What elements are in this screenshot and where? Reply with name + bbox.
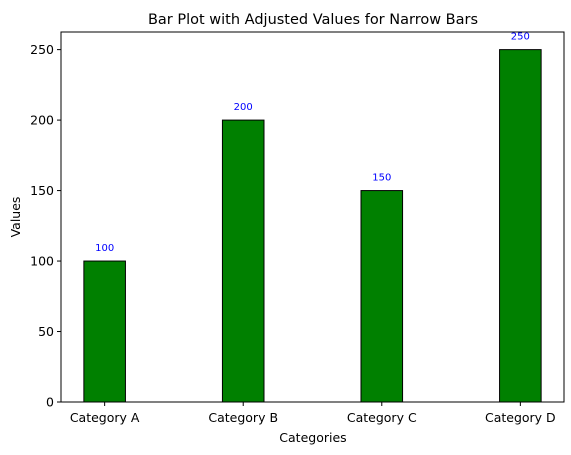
- x-axis-label: Categories: [279, 430, 346, 445]
- data-label: 250: [511, 32, 530, 43]
- x-tick-label: Category C: [347, 410, 417, 425]
- y-axis-label: Values: [8, 197, 23, 238]
- x-tick-label: Category A: [70, 410, 140, 425]
- y-tick-label: 150: [30, 183, 54, 198]
- bar-category-c: [360, 190, 404, 403]
- x-tick-label: Category D: [485, 410, 556, 425]
- y-tick-label: 200: [30, 113, 54, 128]
- x-tick-label: Category B: [208, 410, 278, 425]
- plot-frame: [60, 31, 565, 403]
- y-tick-label: 0: [46, 395, 54, 410]
- data-label: 150: [372, 172, 391, 183]
- bar-category-a: [83, 260, 126, 403]
- y-tick-label: 50: [38, 324, 54, 339]
- data-label: 100: [95, 243, 114, 254]
- y-tick-label: 100: [30, 254, 54, 269]
- y-tick-label: 250: [30, 42, 54, 57]
- plot-area: 100 200 150 250 Category A Category B Category…: [30, 32, 556, 425]
- bar-category-d: [499, 49, 542, 403]
- data-label: 200: [234, 102, 253, 113]
- bar-category-b: [221, 119, 265, 403]
- chart-title: Bar Plot with Adjusted Values for Narrow…: [148, 12, 478, 28]
